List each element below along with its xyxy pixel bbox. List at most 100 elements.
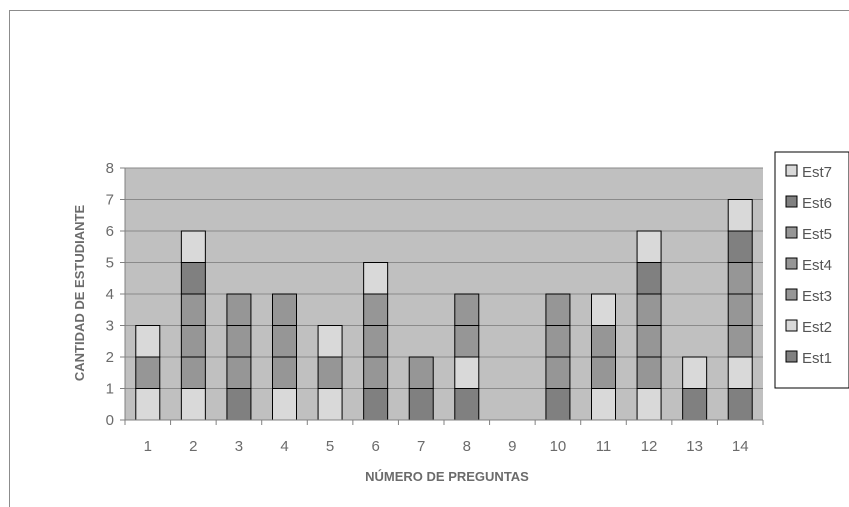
bar-segment-est5-q10 — [545, 293, 571, 326]
legend-label-est6: Est6 — [802, 195, 832, 212]
x-tick-label: 10 — [550, 438, 567, 455]
bar-segment-est3-q5 — [317, 356, 343, 389]
x-tick-label: 8 — [463, 438, 471, 455]
x-tick-label: 2 — [189, 438, 197, 455]
bar-segment-est4-q14 — [727, 293, 753, 326]
bar-segment-est4-q12 — [636, 325, 662, 358]
bar-segment-est3-q14 — [727, 325, 753, 358]
y-axis-title: CANTIDAD DE ESTUDIANTE — [72, 205, 87, 382]
bar-segment-est6-q14 — [727, 230, 753, 263]
bar-segment-est1-q6 — [363, 388, 389, 421]
legend-swatch-est7 — [785, 164, 798, 177]
legend-label-est7: Est7 — [802, 164, 832, 181]
bar-segment-est7-q14 — [727, 199, 753, 232]
x-tick-label: 14 — [732, 438, 749, 455]
bar-segment-est1-q14 — [727, 388, 753, 421]
bar-segment-est5-q3 — [226, 293, 252, 326]
bar-segment-est7-q12 — [636, 230, 662, 263]
bar-segment-est5-q2 — [180, 293, 206, 326]
axes — [120, 167, 764, 425]
bar-segment-est5-q4 — [272, 293, 297, 326]
x-axis-title: NÚMERO DE PREGUNTAS — [365, 469, 529, 484]
legend-swatch-est6 — [785, 195, 798, 208]
bar-segment-est1-q13 — [682, 388, 708, 421]
bar-segment-est3-q11 — [591, 356, 616, 389]
bar-segment-est2-q12 — [636, 388, 662, 421]
bar-segment-est2-q11 — [591, 388, 616, 421]
bar-segment-est4-q4 — [272, 325, 297, 358]
bar-segment-est3-q2 — [180, 356, 206, 389]
x-tick-label: 7 — [417, 438, 425, 455]
bar-segment-est1-q10 — [545, 388, 571, 421]
y-tick-labels: 0 1 2 3 4 5 6 7 8 — [106, 160, 114, 429]
x-tick-label: 4 — [280, 438, 288, 455]
bar-segment-est3-q8 — [454, 325, 480, 358]
bar-segment-est6-q2 — [180, 262, 206, 295]
bar-segment-est2-q8 — [454, 356, 480, 389]
legend-swatch-est2 — [785, 319, 798, 332]
bar-segment-est7-q2 — [180, 230, 206, 263]
bar-segment-est6-q12 — [636, 262, 662, 295]
bar-segment-est4-q3 — [226, 325, 252, 358]
bar-segment-est2-q4 — [272, 388, 297, 421]
bar-segment-est7-q5 — [317, 325, 343, 358]
legend-swatch-est3 — [785, 288, 798, 301]
y-tick-label: 4 — [106, 286, 114, 303]
bar-segment-est3-q6 — [363, 356, 389, 389]
legend-label-est2: Est2 — [802, 319, 832, 336]
x-tick-label: 12 — [641, 438, 658, 455]
bar-segment-est4-q11 — [591, 325, 616, 358]
bar-segment-est3-q3 — [226, 356, 252, 389]
x-tick-labels: 1 2 3 4 5 6 7 8 9 10 11 12 13 14 — [144, 438, 749, 455]
bar-segment-est5-q14 — [727, 262, 753, 295]
bar-segment-est2-q2 — [180, 388, 206, 421]
bar-segment-est3-q7 — [408, 356, 434, 389]
y-tick-label: 6 — [106, 223, 114, 240]
legend-label-est5: Est5 — [802, 226, 832, 243]
bar-segment-est4-q10 — [545, 325, 571, 358]
x-tick-label: 1 — [144, 438, 152, 455]
x-tick-label: 5 — [326, 438, 334, 455]
bar-segment-est1-q8 — [454, 388, 480, 421]
bar-segment-est4-q2 — [180, 325, 206, 358]
x-tick-label: 6 — [371, 438, 379, 455]
x-tick-label: 11 — [596, 438, 612, 455]
bar-segment-est5-q12 — [636, 293, 662, 326]
legend-label-est3: Est3 — [802, 288, 832, 305]
y-tick-label: 3 — [106, 318, 114, 335]
y-tick-label: 5 — [106, 255, 114, 272]
bar-segment-est2-q1 — [135, 388, 161, 421]
y-tick-label: 1 — [106, 381, 114, 398]
x-tick-label: 3 — [235, 438, 243, 455]
y-tick-label: 7 — [106, 192, 114, 209]
bar-segment-est2-q14 — [727, 356, 753, 389]
bar-segment-est1-q3 — [226, 388, 252, 421]
bars — [135, 199, 753, 421]
bar-segment-est7-q11 — [591, 293, 616, 326]
bar-segment-est7-q1 — [135, 325, 161, 358]
bar-segment-est3-q10 — [545, 356, 571, 389]
chart-frame — [9, 10, 849, 507]
bar-segment-est3-q4 — [272, 356, 297, 389]
legend-swatch-est1 — [785, 350, 798, 363]
legend-label-est4: Est4 — [802, 257, 832, 274]
y-tick-label: 0 — [106, 412, 114, 429]
legend: Est7 Est6 Est5 Est4 Est3 Est2 Est1 — [774, 151, 849, 389]
x-tick-label: 13 — [686, 438, 703, 455]
x-tick-label: 9 — [508, 438, 516, 455]
bar-segment-est7-q6 — [363, 262, 389, 295]
bar-segment-est4-q6 — [363, 325, 389, 358]
bar-segment-est3-q1 — [135, 356, 161, 389]
bar-segment-est5-q6 — [363, 293, 389, 326]
y-tick-label: 8 — [106, 160, 114, 177]
bar-segment-est5-q8 — [454, 293, 480, 326]
legend-swatch-est5 — [785, 226, 798, 239]
bar-segment-est3-q12 — [636, 356, 662, 389]
y-tick-label: 2 — [106, 349, 114, 366]
legend-swatch-est4 — [785, 257, 798, 270]
bar-segment-est2-q5 — [317, 388, 343, 421]
bar-segment-est1-q7 — [408, 388, 434, 421]
bar-segment-est7-q13 — [682, 356, 708, 389]
legend-label-est1: Est1 — [802, 350, 832, 367]
